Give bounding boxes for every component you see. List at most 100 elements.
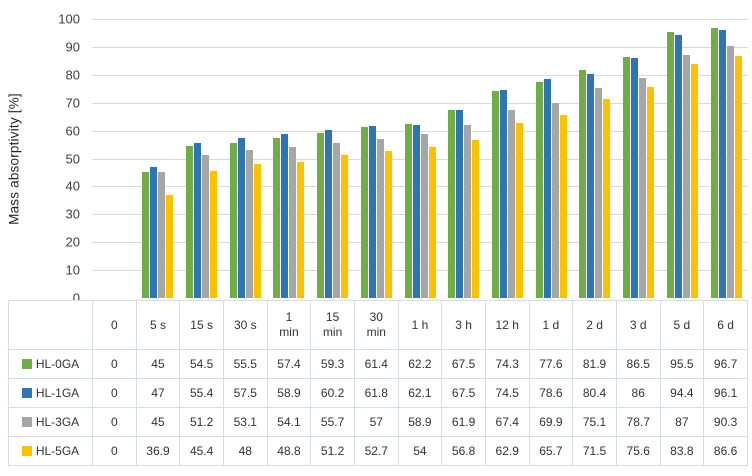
value-cell: 57 [353,407,399,437]
x-category-cell: 3 h [441,300,486,350]
value-cell: 45.4 [179,436,224,466]
value-cell: 0 [92,349,137,379]
value-cell: 0 [92,436,137,466]
series-row-HL-3GA: HL-3GA 0 45 51.2 53.1 54.1 55.7 57 58.9 61.9 67.4 6… [8,407,748,437]
bar-HL-5GA [734,56,742,298]
value-cell: 54.5 [179,349,224,379]
value-cell: 61.9 [441,407,486,437]
bar-HL-0GA [448,109,456,298]
bar-HL-3GA [376,138,384,298]
y-tick-label: 50 [65,151,80,166]
series-swatch-HL-3GA [21,416,32,427]
value-cell: 54 [397,436,443,466]
value-cell: 48 [222,436,268,466]
value-cell: 36.9 [135,436,181,466]
value-cell: 47 [135,378,181,408]
value-cell: 78.6 [528,378,574,408]
value-cell: 59.3 [310,349,355,379]
y-tick-label: 20 [65,234,80,250]
bar-HL-3GA [158,172,166,298]
bar-HL-0GA [185,145,193,298]
series-swatch-HL-1GA [21,387,32,398]
gridline-100 [92,19,748,20]
bar-group-12h [486,19,530,298]
bar-HL-3GA [682,55,690,298]
value-cell: 75.1 [572,407,617,437]
x-category-cell: 3 d [615,300,661,350]
bar-HL-0GA [229,143,237,298]
gridline-80 [92,74,748,76]
value-cell: 95.5 [659,349,705,379]
bar-HL-0GA [666,31,674,298]
bar-HL-0GA [142,172,150,298]
value-cell: 0 [92,378,137,408]
bar-HL-5GA [253,164,261,298]
bar-HL-5GA [515,122,523,298]
value-cell: 57.5 [222,378,268,408]
bar-HL-5GA [603,98,611,298]
value-cell: 69.9 [528,407,574,437]
bar-HL-5GA [472,139,480,298]
bar-group-30min [354,19,398,298]
value-cell: 86 [615,378,661,408]
value-cell: 81.9 [572,349,617,379]
x-category-cell: 12 h [484,300,530,350]
x-category-cell: 1 min [266,300,312,350]
x-category-cell: 0 [92,300,137,350]
bar-HL-1GA [499,90,507,298]
legend-cell-HL-1GA: HL-1GA [8,378,93,408]
x-category-cell: 15 s [179,300,224,350]
bar-HL-1GA [325,130,333,298]
gridline-40 [92,186,748,188]
value-cell: 51.2 [310,436,355,466]
bar-HL-0GA [404,124,412,298]
bar-HL-0GA [491,90,499,298]
bar-HL-1GA [281,133,289,298]
value-cell: 61.4 [353,349,399,379]
bar-HL-1GA [237,137,245,298]
value-cell: 55.5 [222,349,268,379]
value-cell: 57.4 [266,349,312,379]
bar-HL-3GA [551,102,559,298]
gridline-10 [92,270,748,272]
value-cell: 55.7 [310,407,355,437]
bar-HL-1GA [456,109,464,298]
x-category-cell: 2 d [572,300,617,350]
x-category-cell: 5 d [659,300,705,350]
value-cell: 74.5 [484,378,530,408]
bar-group-1d [529,19,573,298]
bar-HL-1GA [543,78,551,298]
series-row-HL-5GA: HL-5GA 0 36.9 45.4 48 48.8 51.2 52.7 54 56.8 62.9 6… [8,436,748,466]
value-cell: 78.7 [615,407,661,437]
x-category-cell: 5 s [135,300,181,350]
y-axis-title: Mass absorptivity [%] [6,92,22,225]
bar-HL-5GA [341,155,349,298]
y-tick-label: 100 [58,11,80,27]
value-cell: 74.3 [484,349,530,379]
bar-group-5s [136,19,180,298]
bar-HL-0GA [360,126,368,298]
series-label: HL-0GA [35,356,80,371]
value-cell: 65.7 [528,436,574,466]
gridline-60 [92,130,748,132]
bar-HL-3GA [420,133,428,298]
value-cell: 71.5 [572,436,617,466]
legend-cell-HL-0GA: HL-0GA [8,349,93,379]
legend-cell-HL-5GA: HL-5GA [8,436,93,466]
bar-HL-0GA [273,137,281,298]
bar-HL-5GA [166,195,174,298]
plot-area [92,19,748,298]
value-cell: 51.2 [179,407,224,437]
x-category-cell: 6 d [703,300,748,350]
value-cell: 67.4 [484,407,530,437]
bar-HL-3GA [201,155,209,298]
bar-group-2d [573,19,617,298]
gridline-70 [92,102,748,104]
bar-HL-3GA [464,125,472,298]
value-cell: 48.8 [266,436,312,466]
value-cell: 67.5 [441,349,486,379]
value-cell: 77.6 [528,349,574,379]
value-cell: 58.9 [397,407,443,437]
value-cell: 55.4 [179,378,224,408]
